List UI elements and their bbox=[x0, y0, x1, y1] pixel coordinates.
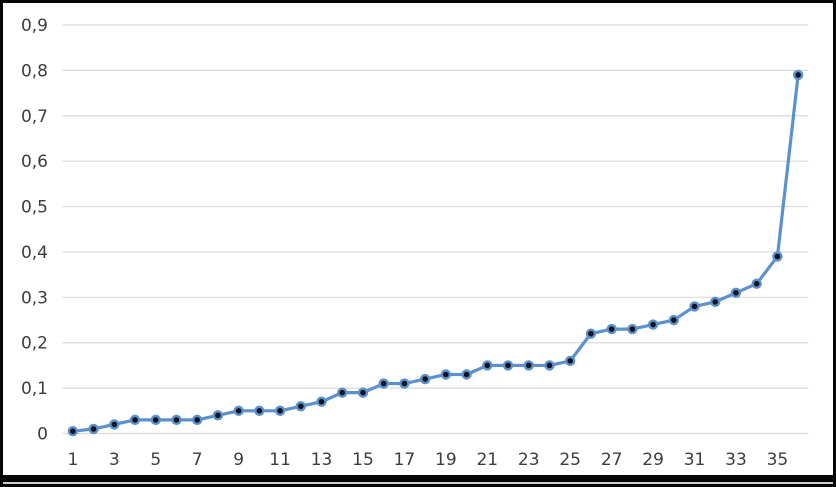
x-tick-label: 31 bbox=[684, 450, 706, 470]
data-point-marker bbox=[274, 405, 286, 417]
x-tick-label: 11 bbox=[269, 450, 291, 470]
data-point-marker bbox=[502, 360, 514, 371]
data-point-marker bbox=[606, 323, 617, 335]
x-tick-label: 25 bbox=[559, 450, 581, 470]
data-point-marker bbox=[295, 401, 307, 412]
data-point-marker bbox=[440, 369, 452, 380]
data-point-marker bbox=[668, 314, 680, 326]
x-tick-label: 35 bbox=[767, 450, 789, 470]
data-point-marker bbox=[399, 378, 410, 389]
data-point-marker bbox=[461, 369, 472, 380]
data-point-marker bbox=[482, 360, 493, 371]
chart-canvas: 00,10,20,30,40,50,60,70,80,91 3 5 7 9 11 13 15 1… bbox=[21, 16, 809, 470]
y-tick-label: 0,2 bbox=[21, 334, 48, 354]
x-tick-label: 13 bbox=[311, 450, 333, 470]
data-point-marker bbox=[67, 426, 79, 437]
data-point-marker bbox=[710, 296, 721, 308]
x-tick-label: 27 bbox=[601, 450, 623, 470]
y-tick-label: 0,3 bbox=[21, 288, 48, 308]
data-point-marker bbox=[88, 423, 99, 435]
x-tick-label: 23 bbox=[518, 450, 540, 470]
data-point-marker bbox=[627, 323, 638, 335]
y-tick-label: 0,5 bbox=[21, 198, 48, 218]
data-series-line bbox=[71, 73, 800, 433]
data-point-marker bbox=[171, 414, 182, 426]
data-point-marker bbox=[647, 319, 659, 330]
x-tick-label: 1 bbox=[67, 450, 78, 470]
data-point-marker bbox=[254, 405, 265, 417]
data-point-marker bbox=[378, 378, 389, 389]
data-point-marker bbox=[772, 251, 783, 262]
data-point-marker bbox=[544, 360, 555, 371]
data-point-marker bbox=[109, 419, 120, 430]
x-tick-label: 29 bbox=[642, 450, 664, 470]
y-tick-label: 0,7 bbox=[21, 107, 48, 127]
x-tick-label: 9 bbox=[233, 450, 244, 470]
data-point-marker bbox=[523, 360, 534, 371]
data-point-marker bbox=[150, 414, 161, 426]
data-point-marker bbox=[212, 410, 224, 421]
data-point-marker bbox=[191, 414, 203, 426]
x-tick-label: 17 bbox=[394, 450, 416, 470]
data-point-marker bbox=[129, 414, 141, 426]
x-tick-label: 19 bbox=[435, 450, 457, 470]
data-point-marker bbox=[233, 405, 244, 417]
data-point-marker bbox=[419, 373, 431, 385]
y-tick-label: 0,8 bbox=[21, 61, 48, 81]
data-point-marker bbox=[357, 387, 369, 398]
x-tick-label: 21 bbox=[476, 450, 498, 470]
data-point-marker bbox=[585, 328, 597, 339]
data-point-marker bbox=[689, 301, 700, 312]
y-tick-label: 0,9 bbox=[21, 16, 48, 36]
data-point-marker bbox=[792, 69, 804, 81]
data-point-marker bbox=[751, 278, 762, 289]
x-tick-label: 3 bbox=[109, 450, 120, 470]
y-tick-label: 0 bbox=[37, 425, 48, 445]
y-tick-label: 0,4 bbox=[21, 243, 48, 263]
y-tick-label: 0,1 bbox=[21, 379, 48, 399]
data-point-marker bbox=[564, 355, 576, 367]
x-tick-label: 5 bbox=[150, 450, 161, 470]
data-point-marker bbox=[316, 396, 327, 407]
line-chart: 0 0,1 0,2 0,3 0,4 0,5 0,6 0,7 0,8 0,9 1 3 5 7 9 11 13 15 1… bbox=[3, 3, 833, 484]
data-point-marker bbox=[730, 287, 742, 298]
x-tick-label: 33 bbox=[725, 450, 747, 470]
y-tick-label: 0,6 bbox=[21, 152, 48, 172]
x-tick-label: 7 bbox=[192, 450, 203, 470]
data-point-marker bbox=[337, 387, 348, 398]
x-tick-label: 15 bbox=[352, 450, 374, 470]
